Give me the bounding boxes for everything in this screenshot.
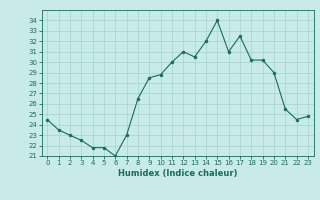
X-axis label: Humidex (Indice chaleur): Humidex (Indice chaleur)	[118, 169, 237, 178]
